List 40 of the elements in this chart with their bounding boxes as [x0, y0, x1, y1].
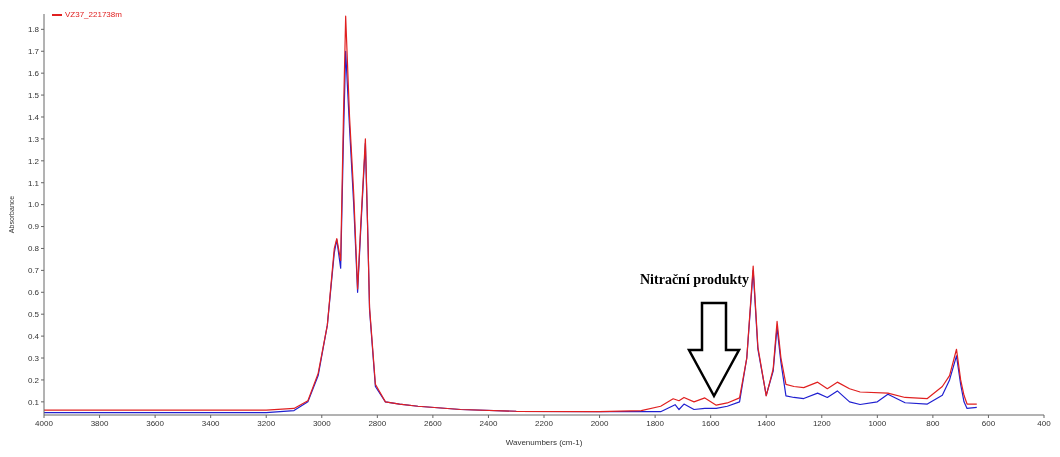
y-tick-label: 1.2: [27, 156, 40, 166]
x-tick-label: 1400: [757, 418, 776, 428]
y-tick-label: 0.6: [27, 288, 40, 298]
y-tick-label: 0.9: [27, 222, 40, 232]
x-tick-label: 2200: [535, 418, 554, 428]
x-tick-label: 3200: [257, 418, 276, 428]
x-tick-label: 400: [1037, 418, 1052, 428]
y-tick-label: 0.5: [27, 310, 40, 320]
y-tick-label: 1.3: [27, 134, 40, 144]
x-tick-label: 2400: [479, 418, 498, 428]
y-tick-label: 0.7: [27, 266, 40, 276]
y-tick-label: 1.8: [27, 25, 40, 35]
x-tick-label: 4000: [35, 418, 54, 428]
x-tick-label: 1800: [646, 418, 665, 428]
x-tick-label: 2800: [368, 418, 387, 428]
x-tick-label: 3600: [146, 418, 165, 428]
x-tick-label: 1000: [868, 418, 887, 428]
y-tick-label: 1.7: [27, 47, 40, 57]
x-tick-label: 3800: [90, 418, 109, 428]
x-tick-label: 2600: [423, 418, 443, 428]
y-tick-label: 1.4: [27, 112, 40, 122]
y-tick-label: 0.8: [27, 244, 40, 254]
y-tick-label: 0.2: [27, 375, 40, 385]
y-tick-label: 0.4: [27, 331, 40, 341]
y-tick-label: 0.3: [27, 353, 40, 363]
x-axis-title: Wavenumbers (cm-1): [505, 438, 583, 447]
y-tick-label: 1.5: [27, 90, 40, 100]
x-tick-label: 1600: [701, 418, 721, 428]
x-tick-label: 3400: [201, 418, 221, 428]
x-tick-label: 600: [981, 418, 996, 428]
annotation: Nitrační produkty: [640, 272, 750, 288]
x-tick-label: 2000: [590, 418, 609, 428]
x-tick-label: 3000: [312, 418, 332, 428]
y-tick-label: 1.1: [27, 178, 40, 188]
y-tick-label: 0.1: [27, 397, 40, 407]
legend-label: VZ37_221738m: [65, 10, 122, 20]
x-tick-label: 1200: [812, 418, 832, 428]
x-tick-label: 800: [926, 418, 941, 428]
y-tick-label: 1.6: [27, 69, 40, 78]
y-tick-label: 1.0: [27, 200, 40, 210]
